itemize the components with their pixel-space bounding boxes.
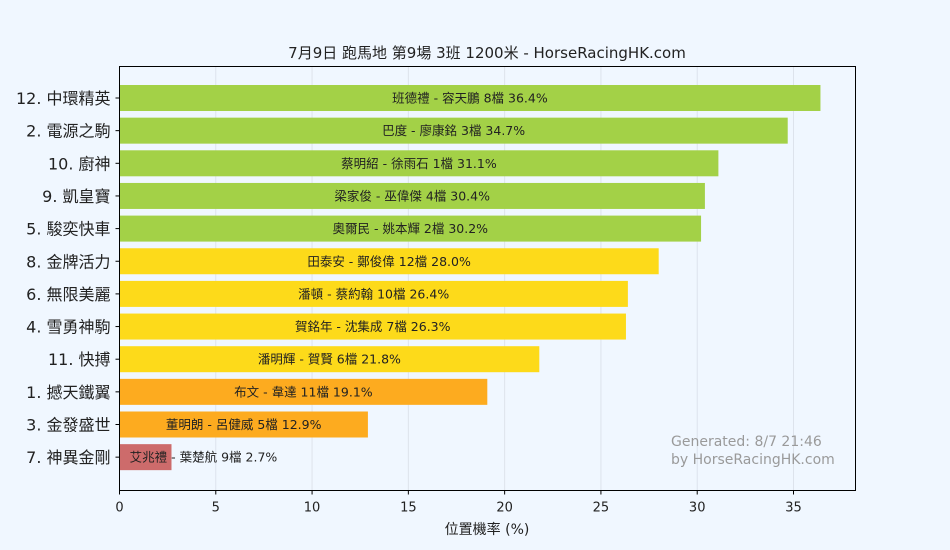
bar	[119, 378, 488, 405]
x-tick-label: 20	[496, 501, 513, 516]
bar-label: 奧爾民 - 姚本輝 2檔 30.2%	[332, 221, 488, 236]
horse-label: 11. 快搏	[48, 350, 111, 369]
x-tick-label: 5	[212, 501, 220, 516]
bar	[119, 444, 172, 471]
chart-title: 7月9日 跑馬地 第9場 3班 1200米 - HorseRacingHK.co…	[288, 44, 686, 62]
horse-label: 3. 金發盛世	[26, 416, 110, 435]
bar-label: 潘頓 - 蔡約翰 10檔 26.4%	[298, 286, 449, 301]
bar	[119, 215, 702, 242]
x-tick-label: 30	[689, 501, 706, 516]
bar	[119, 182, 705, 209]
bar-label: 蔡明紹 - 徐雨石 1檔 31.1%	[341, 156, 497, 171]
x-tick-label: 0	[115, 501, 123, 516]
bars: 班德禮 - 容天鵬 8檔 36.4% 巴度 - 廖康銘 3檔 34.7% 蔡明紹 -…	[119, 85, 821, 471]
bar-label: 潘明輝 - 賀賢 6檔 21.8%	[258, 352, 401, 367]
x-tick-label: 35	[785, 501, 802, 516]
y-tick-labels: 12. 中環精英 2. 電源之駒 10. 廚神 9. 凱皇寶 5. 駿奕快車 8. 金牌活…	[16, 89, 120, 467]
horse-label: 8. 金牌活力	[26, 252, 110, 271]
horse-label: 9. 凱皇寶	[42, 187, 110, 206]
bar-label: 賀銘年 - 沈集成 7檔 26.3%	[295, 319, 451, 334]
horse-label: 6. 無限美麗	[26, 285, 110, 304]
watermark-line-1: Generated: 8/7 21:46	[671, 434, 822, 450]
bar-label: 巴度 - 廖康銘 3檔 34.7%	[382, 123, 525, 138]
bar	[119, 248, 659, 275]
horse-label: 12. 中環精英	[16, 89, 111, 108]
bar	[119, 85, 821, 111]
x-axis-label: 位置機率 (%)	[445, 521, 530, 538]
bar	[119, 411, 368, 438]
bar	[119, 117, 788, 144]
bar	[119, 280, 628, 307]
horse-label: 5. 駿奕快車	[26, 220, 110, 239]
x-tick-label: 25	[593, 501, 610, 516]
horse-label: 10. 廚神	[48, 154, 111, 173]
bar-label: 艾兆禮 - 葉楚航 9檔 2.7%	[130, 450, 278, 465]
bar-label: 田泰安 - 鄭俊偉 12檔 28.0%	[307, 254, 471, 269]
bar-label: 梁家俊 - 巫偉傑 4檔 30.4%	[334, 188, 490, 203]
horse-label: 7. 神異金剛	[26, 448, 110, 467]
bar	[119, 150, 719, 177]
bar-label: 班德禮 - 容天鵬 8檔 36.4%	[392, 91, 548, 106]
x-tick-label: 10	[304, 501, 321, 516]
bar-label: 董明朗 - 呂健威 5檔 12.9%	[166, 417, 322, 432]
bar-label: 布文 - 韋達 11檔 19.1%	[234, 384, 373, 399]
bar	[119, 346, 540, 373]
horse-label: 2. 電源之駒	[26, 122, 110, 141]
horse-label: 1. 撼天鐵翼	[26, 383, 110, 402]
bar	[119, 313, 626, 340]
x-tick-labels: 0 5 10 15 20 25 30 35	[115, 490, 802, 516]
horse-label: 4. 雪勇神駒	[26, 318, 110, 337]
x-tick-label: 15	[400, 501, 417, 516]
watermark-line-2: by HorseRacingHK.com	[671, 452, 835, 468]
plot-frame	[119, 66, 856, 491]
